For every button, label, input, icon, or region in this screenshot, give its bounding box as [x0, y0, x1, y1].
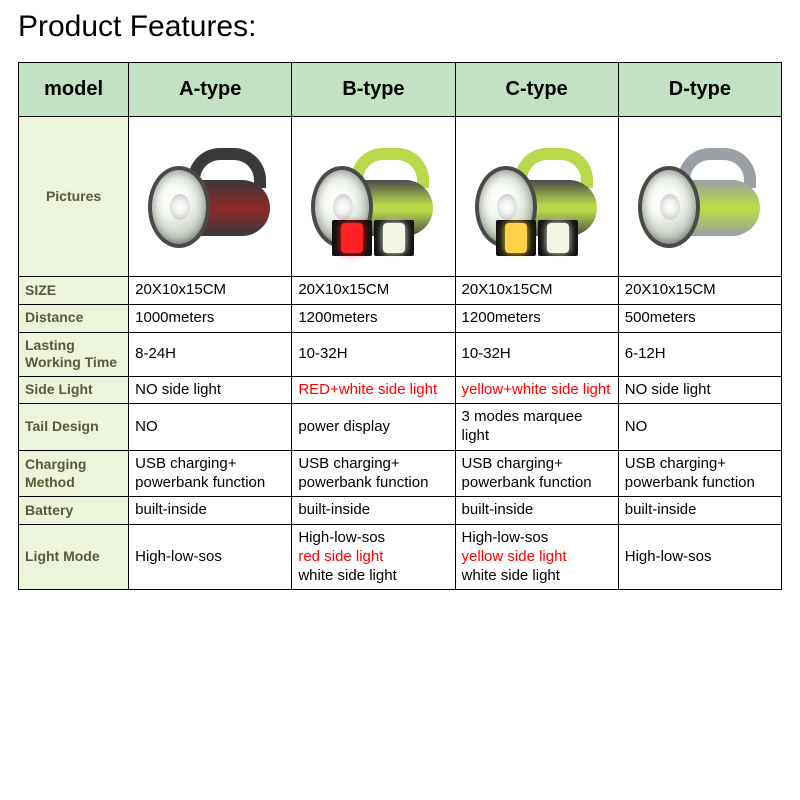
cell-pictures-1 — [292, 117, 455, 277]
header-c-type: C-type — [455, 63, 618, 117]
cell-line: yellow side light — [462, 548, 612, 567]
cell-line: High-low-sos — [625, 548, 775, 567]
cell-charge-1: USB charging+powerbank function — [292, 450, 455, 497]
cell-tail-0: NO — [129, 404, 292, 451]
cell-line: NO side light — [135, 381, 285, 400]
cell-line: USB charging+ — [298, 455, 448, 474]
cell-distance-2: 1200meters — [455, 304, 618, 332]
cell-sidelight-1: RED+white side light — [292, 376, 455, 404]
cell-pictures-3 — [618, 117, 781, 277]
header-model: model — [19, 63, 129, 117]
cell-pictures-2 — [455, 117, 618, 277]
table-row: SIZE20X10x15CM20X10x15CM20X10x15CM20X10x… — [19, 277, 782, 305]
row-label-lasting: Lasting Working Time — [19, 332, 129, 376]
cell-mode-0: High-low-sos — [129, 525, 292, 590]
cell-sidelight-2: yellow+white side light — [455, 376, 618, 404]
cell-size-3: 20X10x15CM — [618, 277, 781, 305]
cell-line: white side light — [462, 567, 612, 586]
cell-tail-1: power display — [292, 404, 455, 451]
cell-lasting-3: 6-12H — [618, 332, 781, 376]
cell-lasting-2: 10-32H — [455, 332, 618, 376]
cell-lasting-1: 10-32H — [292, 332, 455, 376]
cell-tail-2: 3 modes marquee light — [455, 404, 618, 451]
cell-line: yellow+white side light — [462, 381, 612, 400]
row-label-distance: Distance — [19, 304, 129, 332]
cell-charge-3: USB charging+powerbank function — [618, 450, 781, 497]
cell-line: powerbank function — [462, 474, 612, 493]
cell-battery-3: built-inside — [618, 497, 781, 525]
flashlight-icon — [140, 142, 280, 252]
row-label-tail: Tail Design — [19, 404, 129, 451]
cell-line: USB charging+ — [625, 455, 775, 474]
product-features-table: model A-type B-type C-type D-type Pictur… — [18, 62, 782, 590]
cell-battery-2: built-inside — [455, 497, 618, 525]
table-row: Side Light NO side light RED+white side li… — [19, 376, 782, 404]
row-label-mode: Light Mode — [19, 525, 129, 590]
table-row: Lasting Working Time8-24H10-32H10-32H6-1… — [19, 332, 782, 376]
cell-line: RED+white side light — [298, 381, 448, 400]
row-label-charge: Charging Method — [19, 450, 129, 497]
cell-line: USB charging+ — [135, 455, 285, 474]
flashlight-icon — [303, 142, 443, 252]
header-b-type: B-type — [292, 63, 455, 117]
row-label-size: SIZE — [19, 277, 129, 305]
cell-battery-1: built-inside — [292, 497, 455, 525]
cell-distance-1: 1200meters — [292, 304, 455, 332]
table-row: Distance1000meters1200meters1200meters50… — [19, 304, 782, 332]
cell-distance-0: 1000meters — [129, 304, 292, 332]
table-row: Tail DesignNOpower display3 modes marque… — [19, 404, 782, 451]
cell-tail-3: NO — [618, 404, 781, 451]
cell-line: High-low-sos — [462, 529, 612, 548]
table-row: Batterybuilt-insidebuilt-insidebuilt-ins… — [19, 497, 782, 525]
flashlight-icon — [467, 142, 607, 252]
header-d-type: D-type — [618, 63, 781, 117]
cell-mode-2: High-low-sosyellow side lightwhite side … — [455, 525, 618, 590]
cell-charge-0: USB charging+powerbank function — [129, 450, 292, 497]
table-row: Charging MethodUSB charging+powerbank fu… — [19, 450, 782, 497]
flashlight-inset — [332, 220, 372, 256]
flashlight-inset — [538, 220, 578, 256]
cell-line: powerbank function — [625, 474, 775, 493]
cell-sidelight-0: NO side light — [129, 376, 292, 404]
cell-line: powerbank function — [298, 474, 448, 493]
cell-sidelight-3: NO side light — [618, 376, 781, 404]
cell-line: USB charging+ — [462, 455, 612, 474]
cell-distance-3: 500meters — [618, 304, 781, 332]
cell-battery-0: built-inside — [129, 497, 292, 525]
cell-line: NO side light — [625, 381, 775, 400]
flashlight-inset — [374, 220, 414, 256]
table-row: Pictures — [19, 117, 782, 277]
cell-line: powerbank function — [135, 474, 285, 493]
flashlight-icon — [630, 142, 770, 252]
table-header-row: model A-type B-type C-type D-type — [19, 63, 782, 117]
header-a-type: A-type — [129, 63, 292, 117]
cell-line: red side light — [298, 548, 448, 567]
cell-line: white side light — [298, 567, 448, 586]
cell-size-2: 20X10x15CM — [455, 277, 618, 305]
cell-line: High-low-sos — [298, 529, 448, 548]
page-title: Product Features: — [0, 0, 800, 62]
cell-pictures-0 — [129, 117, 292, 277]
cell-size-1: 20X10x15CM — [292, 277, 455, 305]
cell-size-0: 20X10x15CM — [129, 277, 292, 305]
cell-mode-1: High-low-sosred side lightwhite side lig… — [292, 525, 455, 590]
row-label-pictures: Pictures — [19, 117, 129, 277]
cell-lasting-0: 8-24H — [129, 332, 292, 376]
table-row: Light ModeHigh-low-sosHigh-low-sosred si… — [19, 525, 782, 590]
flashlight-inset — [496, 220, 536, 256]
cell-charge-2: USB charging+powerbank function — [455, 450, 618, 497]
row-label-battery: Battery — [19, 497, 129, 525]
cell-mode-3: High-low-sos — [618, 525, 781, 590]
cell-line: High-low-sos — [135, 548, 285, 567]
row-label-sidelight: Side Light — [19, 376, 129, 404]
